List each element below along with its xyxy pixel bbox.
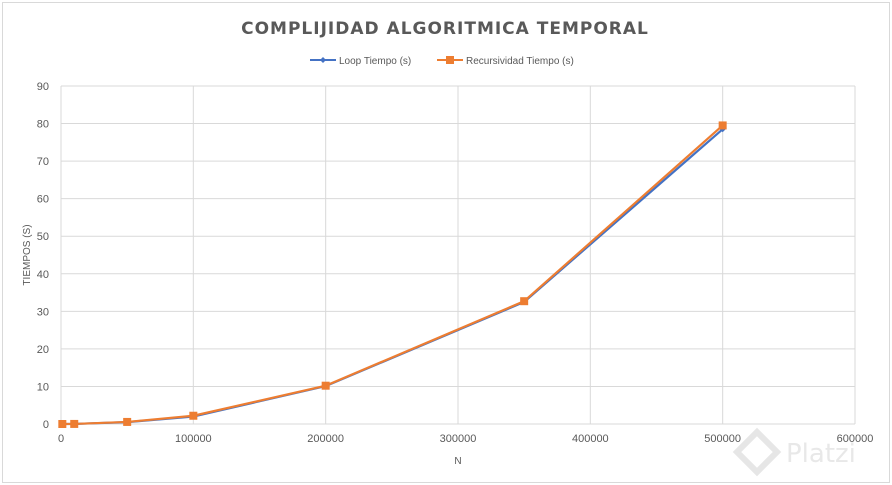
x-tick-label: 100000 [175,433,212,445]
data-point-square [70,419,79,428]
legend-label: Loop Tiempo (s) [339,56,411,67]
y-tick-label: 20 [37,344,49,356]
series-line [62,128,724,426]
y-tick-label: 30 [37,306,49,318]
y-tick-label: 10 [37,381,49,393]
platzi-logo: Platzi [732,427,856,477]
y-tick-label: 80 [37,119,49,131]
legend: Loop Tiempo (s) Recursividad Tiempo (s) [310,56,574,67]
watermark-text: Platzi [786,439,856,469]
chart-title: COMPLIJIDAD ALGORITMICA TEMPORAL [241,19,649,39]
data-point-square [321,381,330,390]
x-tick-label: 200000 [307,433,344,445]
gridlines [60,85,856,425]
legend-marker-square [446,56,454,64]
y-tick-label: 40 [37,269,49,281]
x-tick-label: 300000 [440,433,477,445]
legend-label: Recursividad Tiempo (s) [466,56,574,67]
data-point-square [58,420,67,428]
series-line [62,124,724,426]
platzi-logo-icon [732,427,782,477]
y-tick-label: 70 [37,156,49,168]
y-axis-label: TIEMPOS (S) [22,224,33,285]
legend-marker-diamond [320,57,326,63]
y-tick-label: 90 [37,81,49,93]
x-axis-label: N [454,456,461,467]
y-tick-label: 60 [37,194,49,206]
series-group [58,121,727,428]
data-point-square [189,411,198,420]
data-point-square [520,297,529,306]
x-tick-label: 400000 [572,433,609,445]
y-tick-label: 50 [37,231,49,243]
x-tick-label: 600000 [837,433,874,445]
tick-labels: 0 10 20 30 40 50 60 70 80 90 0 100000 200000 300000 40… [37,81,874,445]
y-tick-label: 0 [43,419,49,431]
data-point-square [123,417,132,426]
data-point-square [718,121,727,130]
x-tick-label: 0 [58,433,64,445]
x-tick-label: 500000 [704,433,741,445]
